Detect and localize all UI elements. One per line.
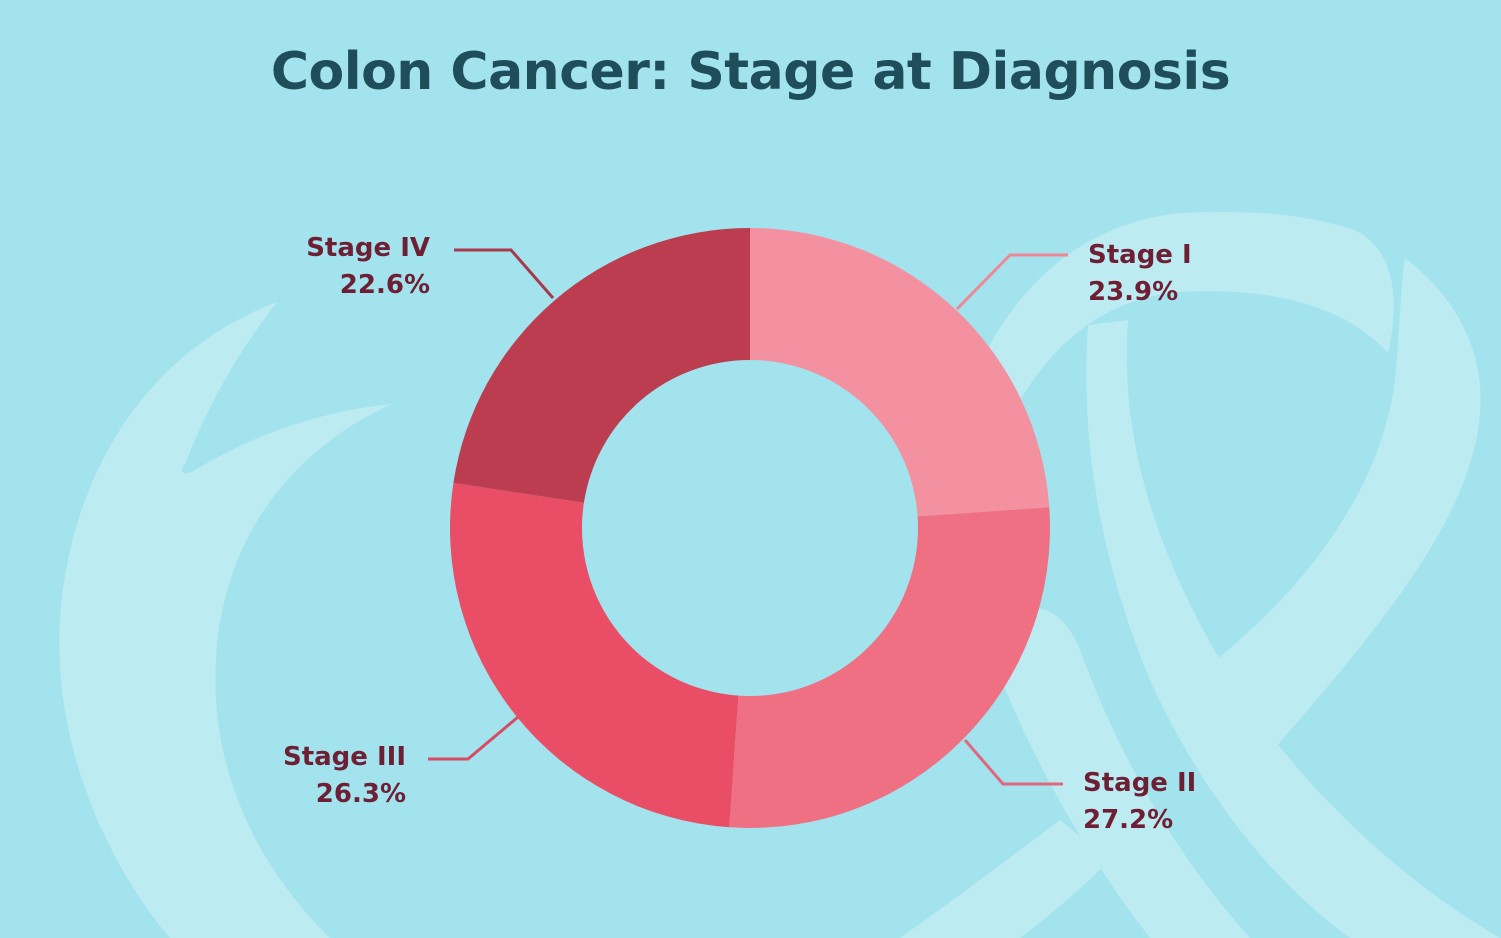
label-stage-2-name: Stage II	[1083, 768, 1197, 798]
label-stage-1: Stage I 23.9%	[1088, 237, 1192, 311]
label-stage-1-value: 23.9%	[1088, 277, 1179, 307]
ribbon-shape-right-tail-a	[990, 608, 1250, 938]
slice-stage-i	[750, 228, 1050, 517]
ribbon-shape-left	[59, 302, 392, 938]
leader-line-stage-2	[963, 739, 1063, 786]
slice-stage-iv	[453, 228, 750, 503]
slice-stage-iii	[450, 482, 739, 828]
leader-line-stage-3	[428, 715, 519, 761]
slice-stage-ii	[729, 507, 1050, 828]
label-stage-3-name: Stage III	[282, 742, 406, 772]
ribbon-shape-right-band-a	[1176, 258, 1481, 800]
label-stage-3-value: 26.3%	[315, 779, 406, 809]
leader-line-stage-4	[454, 248, 555, 299]
label-stage-4-name: Stage IV	[306, 233, 430, 263]
leader-line-stage-1	[955, 253, 1068, 311]
label-stage-4: Stage IV 22.6%	[306, 230, 430, 304]
label-stage-3: Stage III 26.3%	[283, 739, 406, 813]
ribbon-shape-right-tail-b	[900, 820, 1110, 938]
label-stage-2-value: 27.2%	[1083, 805, 1174, 835]
ribbon-shape-right-band-b	[1086, 320, 1500, 938]
label-stage-2: Stage II 27.2%	[1083, 765, 1196, 839]
donut-slices	[450, 228, 1050, 828]
chart-title: Colon Cancer: Stage at Diagnosis	[270, 42, 1231, 102]
label-stage-1-name: Stage I	[1088, 240, 1192, 270]
label-stage-4-value: 22.6%	[339, 270, 430, 300]
ribbon-shape-right-loop	[956, 211, 1394, 470]
